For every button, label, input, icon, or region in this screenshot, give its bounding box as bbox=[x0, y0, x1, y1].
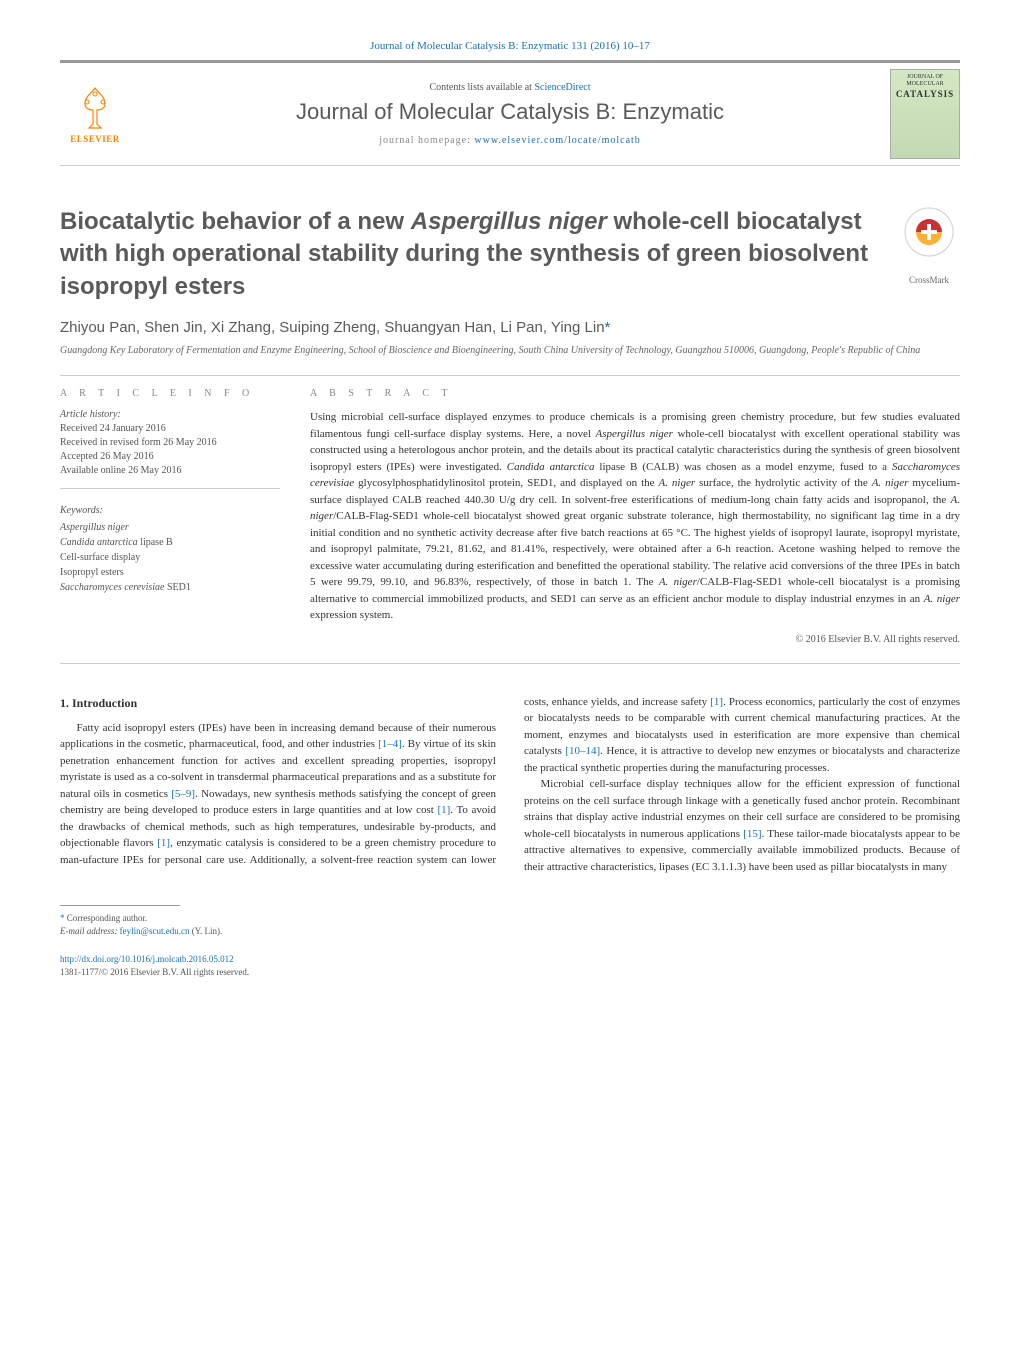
received-date: Received 24 January 2016 bbox=[60, 422, 280, 436]
homepage-line: journal homepage: www.elsevier.com/locat… bbox=[130, 135, 890, 146]
elsevier-logo[interactable]: ELSEVIER bbox=[60, 79, 130, 149]
header-bar: ELSEVIER Contents lists available at Sci… bbox=[60, 60, 960, 166]
email-link[interactable]: feylin@scut.edu.cn bbox=[120, 926, 190, 936]
contents-line: Contents lists available at ScienceDirec… bbox=[130, 82, 890, 93]
elsevier-tree-icon bbox=[71, 84, 119, 132]
corr-label: Corresponding author. bbox=[67, 913, 148, 923]
keyword-1: Aspergillus niger bbox=[60, 520, 280, 535]
header-center: Contents lists available at ScienceDirec… bbox=[130, 82, 890, 146]
journal-name: Journal of Molecular Catalysis B: Enzyma… bbox=[130, 99, 890, 125]
homepage-prefix: journal homepage: bbox=[379, 135, 474, 146]
citation-link[interactable]: Journal of Molecular Catalysis B: Enzyma… bbox=[370, 40, 650, 52]
homepage-link[interactable]: www.elsevier.com/locate/molcatb bbox=[474, 135, 640, 146]
issn-copyright: 1381-1177/© 2016 Elsevier B.V. All right… bbox=[60, 967, 249, 977]
title-species: Aspergillus niger bbox=[411, 208, 607, 235]
section-1-heading: 1. Introduction bbox=[60, 694, 496, 712]
page-container: Journal of Molecular Catalysis B: Enzyma… bbox=[0, 0, 1020, 1019]
revised-date: Received in revised form 26 May 2016 bbox=[60, 436, 280, 450]
footnote-asterisk: * bbox=[60, 913, 67, 923]
abstract-copyright: © 2016 Elsevier B.V. All rights reserved… bbox=[310, 634, 960, 645]
footnote-rule bbox=[60, 905, 180, 906]
crossmark-badge[interactable]: CrossMark bbox=[898, 206, 960, 268]
contents-prefix: Contents lists available at bbox=[429, 82, 534, 93]
elsevier-label: ELSEVIER bbox=[70, 134, 120, 144]
keyword-5: Saccharomyces cerevisiae SED1 bbox=[60, 580, 280, 595]
doi-link[interactable]: http://dx.doi.org/10.1016/j.molcatb.2016… bbox=[60, 954, 234, 964]
article-title: Biocatalytic behavior of a new Aspergill… bbox=[60, 206, 960, 303]
info-abstract-row: a r t i c l e i n f o Article history: R… bbox=[60, 388, 960, 645]
ref-link-10-14[interactable]: [10–14] bbox=[565, 745, 600, 757]
intro-paragraph-2: Microbial cell-surface display technique… bbox=[524, 776, 960, 875]
history-label: Article history: bbox=[60, 409, 280, 420]
body-two-column: 1. Introduction Fatty acid isopropyl est… bbox=[60, 694, 960, 876]
corresponding-mark: * bbox=[605, 319, 611, 336]
title-pre: Biocatalytic behavior of a new bbox=[60, 208, 411, 235]
keyword-2: Candida antarctica lipase B bbox=[60, 535, 280, 550]
history-block: Article history: Received 24 January 201… bbox=[60, 409, 280, 489]
abstract-heading: a b s t r a c t bbox=[310, 388, 960, 399]
citation-header: Journal of Molecular Catalysis B: Enzyma… bbox=[60, 40, 960, 52]
keyword-4: Isopropyl esters bbox=[60, 565, 280, 580]
cover-small-text: JOURNAL OF MOLECULAR bbox=[895, 74, 955, 87]
journal-cover-thumbnail[interactable]: JOURNAL OF MOLECULAR CATALYSIS bbox=[890, 69, 960, 159]
article-info-heading: a r t i c l e i n f o bbox=[60, 388, 280, 399]
ref-link-1b[interactable]: [1] bbox=[157, 837, 170, 849]
email-name: (Y. Lin). bbox=[192, 926, 223, 936]
keywords-block: Keywords: Aspergillus niger Candida anta… bbox=[60, 503, 280, 595]
ref-link-1a[interactable]: [1] bbox=[437, 804, 450, 816]
title-block: CrossMark Biocatalytic behavior of a new… bbox=[60, 206, 960, 357]
abstract-text: Using microbial cell-surface displayed e… bbox=[310, 409, 960, 624]
divider-rule-2 bbox=[60, 663, 960, 664]
accepted-date: Accepted 26 May 2016 bbox=[60, 450, 280, 464]
divider-rule bbox=[60, 375, 960, 376]
authors: Zhiyou Pan, Shen Jin, Xi Zhang, Suiping … bbox=[60, 319, 960, 336]
corresponding-author-footnote: * Corresponding author. E-mail address: … bbox=[60, 912, 960, 937]
keyword-3: Cell-surface display bbox=[60, 550, 280, 565]
email-label: E-mail address: bbox=[60, 926, 117, 936]
ref-link-5-9[interactable]: [5–9] bbox=[171, 788, 195, 800]
ref-link-15[interactable]: [15] bbox=[743, 828, 761, 840]
affiliation: Guangdong Key Laboratory of Fermentation… bbox=[60, 344, 960, 357]
doi-block: http://dx.doi.org/10.1016/j.molcatb.2016… bbox=[60, 953, 960, 978]
ref-link-1c[interactable]: [1] bbox=[710, 696, 723, 708]
authors-list: Zhiyou Pan, Shen Jin, Xi Zhang, Suiping … bbox=[60, 319, 605, 336]
sciencedirect-link[interactable]: ScienceDirect bbox=[534, 82, 590, 93]
cover-main-text: CATALYSIS bbox=[896, 89, 954, 99]
article-info-column: a r t i c l e i n f o Article history: R… bbox=[60, 388, 280, 645]
online-date: Available online 26 May 2016 bbox=[60, 464, 280, 478]
crossmark-label: CrossMark bbox=[898, 275, 960, 285]
keywords-label: Keywords: bbox=[60, 503, 280, 518]
crossmark-icon bbox=[898, 206, 960, 268]
ref-link-1-4[interactable]: [1–4] bbox=[378, 738, 402, 750]
abstract-column: a b s t r a c t Using microbial cell-sur… bbox=[310, 388, 960, 645]
